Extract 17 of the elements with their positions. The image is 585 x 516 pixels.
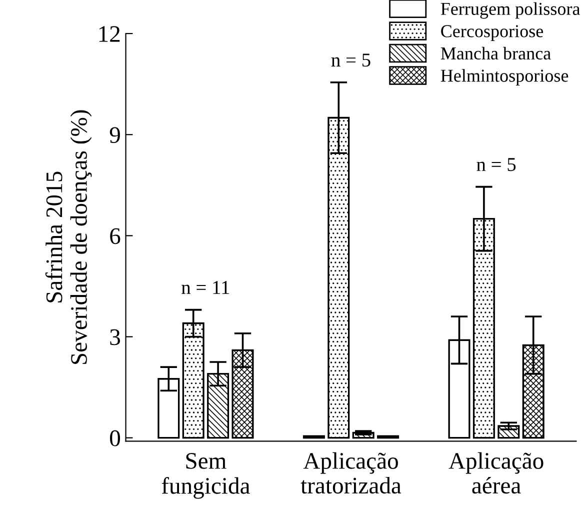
- x-tick-label: Aplicação aérea: [448, 452, 544, 494]
- legend-label: Ferrugem polissora: [440, 2, 580, 19]
- y-tick-label: 3: [110, 329, 120, 346]
- annotation: n = 5: [476, 158, 516, 172]
- x-tick-label: Aplicação tratorizada: [300, 452, 402, 494]
- annotation: n = 11: [182, 281, 230, 294]
- x-tick-label: Sem fungicida: [162, 453, 250, 499]
- legend-label: Mancha branca: [440, 46, 551, 60]
- y-tick-label: 0: [110, 430, 120, 446]
- legend-label: Helmintosporiose: [440, 69, 568, 86]
- y-tick-label: 9: [110, 127, 120, 144]
- y-tick-label: 12: [99, 26, 120, 42]
- annotation: n = 5: [331, 54, 370, 67]
- bar: [498, 425, 520, 439]
- legend-label: Cercosporiose: [441, 25, 544, 41]
- y-tick-label: 6: [110, 228, 120, 244]
- y-axis-title: Safrinha 2015 Severidade de doenças (%): [45, 110, 92, 364]
